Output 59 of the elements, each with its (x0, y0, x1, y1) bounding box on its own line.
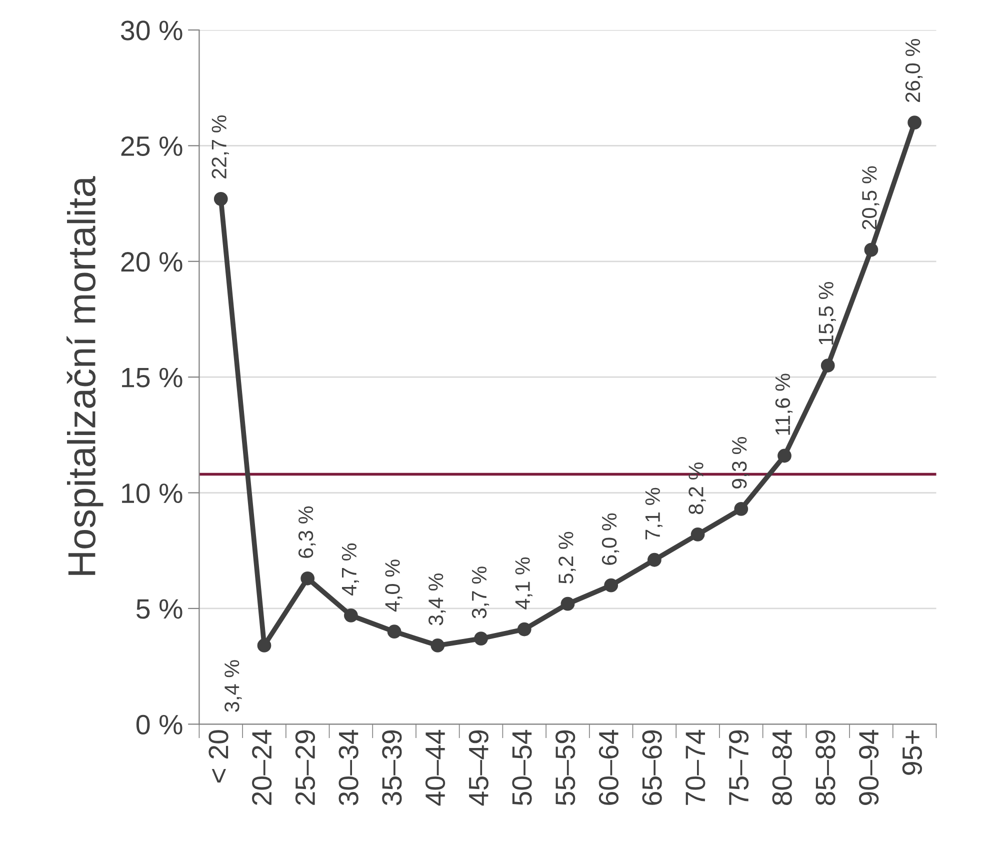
point (908, 116, 922, 130)
x-tick-label: 60–64 (598, 730, 619, 805)
point (690, 527, 705, 542)
x-tick-label: < 20 (208, 730, 228, 782)
point (344, 608, 358, 622)
y-tick-label: 15 % (122, 368, 182, 388)
x-tick-label: 80–84 (772, 730, 792, 806)
data-label: 8,2 % (688, 462, 706, 514)
point (647, 552, 662, 567)
x-tick-label: 35–39 (382, 730, 402, 806)
x-tick-label: 45–49 (468, 730, 488, 806)
data-label: 7,1 % (645, 488, 662, 540)
data-label: 15,5 % (818, 282, 836, 344)
x-tick-label: 95+ (902, 730, 922, 775)
x-tick-label: 90–94 (858, 730, 879, 805)
x-tick-label: 20–24 (252, 730, 272, 805)
data-label: 3,4 % (428, 574, 446, 626)
y-tick-label: 10 % (122, 483, 182, 504)
x-tick-label: 50–54 (512, 730, 532, 806)
x-tick-label: 75–79 (728, 730, 749, 805)
data-label: 9,3 % (732, 436, 750, 489)
point (300, 571, 315, 586)
point (517, 622, 532, 636)
data-label: 3,7 % (472, 566, 490, 618)
data-label: 6,0 % (602, 513, 620, 565)
point (474, 632, 488, 646)
y-tick-label: 30 % (120, 20, 182, 40)
data-label: 22,7 % (212, 115, 229, 178)
x-tick-label: 85–89 (816, 730, 836, 806)
point (257, 638, 272, 652)
data-label: 26,0 % (905, 38, 923, 102)
data-label: 4,0 % (385, 560, 402, 612)
x-tick-label: 65–69 (642, 730, 662, 805)
data-label: 5,2 % (558, 532, 576, 584)
x-tick-label: 30–34 (338, 730, 358, 806)
point (864, 242, 878, 257)
y-tick-label: 0 % (136, 714, 182, 735)
y-tick-label: 25 % (121, 136, 182, 156)
data-label: 4,7 % (342, 543, 359, 596)
point (820, 358, 835, 372)
point (214, 192, 228, 206)
y-tick-label: 20 % (121, 252, 182, 272)
y-tick-label: 5 % (136, 599, 182, 619)
x-tick-label: 55–59 (556, 730, 576, 806)
point (734, 502, 748, 516)
x-tick-label: 70–74 (686, 730, 706, 805)
data-label: 11,6 % (775, 374, 793, 435)
data-label: 6,3 % (298, 506, 316, 558)
data-label: 3,4 % (224, 660, 242, 712)
data-label: 4,1 % (515, 557, 532, 610)
point (778, 448, 792, 463)
x-tick-label: 25–29 (295, 730, 316, 805)
point (560, 596, 575, 611)
data-label: 20,5 % (862, 166, 880, 230)
x-tick-label: 40–44 (425, 730, 446, 806)
y-axis-title: Hospitalizační mortalita (66, 176, 104, 575)
point (604, 578, 618, 592)
point (430, 638, 445, 652)
point (387, 624, 402, 639)
